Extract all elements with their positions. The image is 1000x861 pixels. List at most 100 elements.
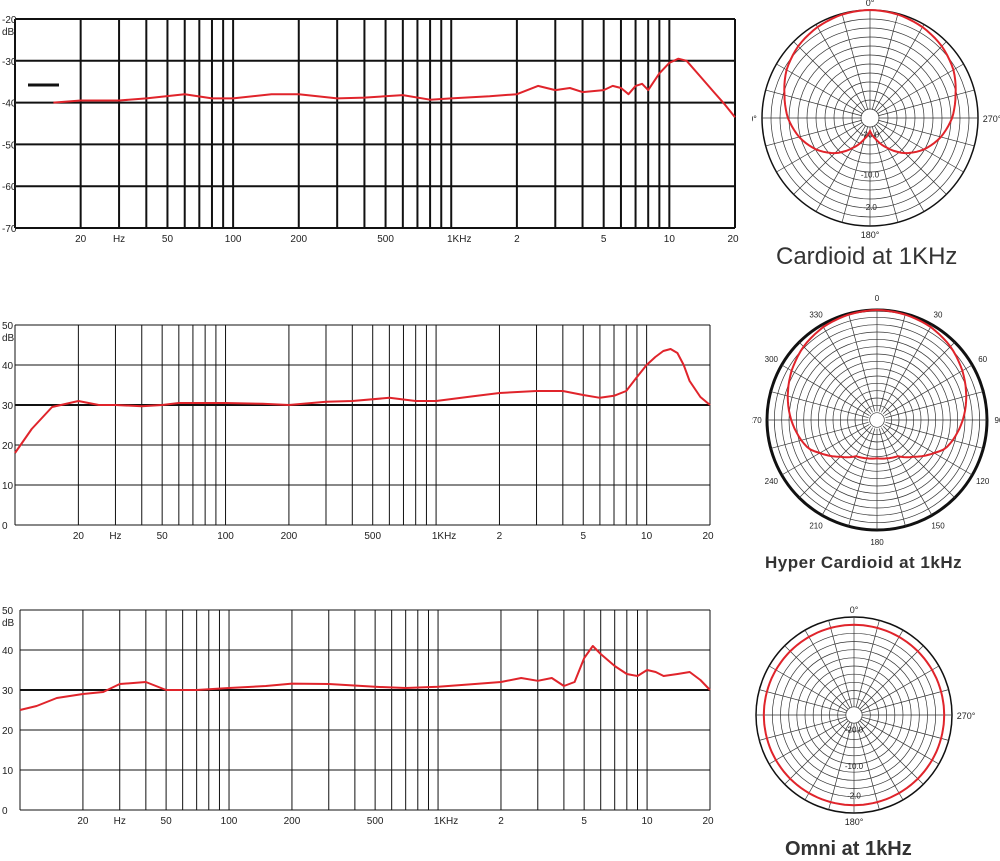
polar-spoke <box>759 689 847 714</box>
caption-omni: Omni at 1kHz <box>785 838 912 860</box>
x-tick-label: 10 <box>664 234 676 245</box>
x-tick-label: 20 <box>77 816 89 827</box>
polar-pattern <box>762 623 946 807</box>
polar-plot-cardioid: 0° 90° 270° 180° -20.0 -10.0 -2.0 <box>752 0 1000 240</box>
y-tick-label: 20 <box>2 726 14 737</box>
polar-spoke <box>784 720 849 785</box>
x-tick-label: 20 <box>73 531 85 542</box>
y-tick-label: -40 <box>2 99 17 110</box>
polar-spoke <box>885 421 984 449</box>
radial-label: -2.0 <box>863 203 877 212</box>
polar-spoke <box>848 313 876 412</box>
angle-label: 180 <box>870 538 884 545</box>
x-tick-label: Hz <box>113 234 125 245</box>
x-tick-label: 1KHz <box>434 816 458 827</box>
polar-spoke <box>874 24 925 111</box>
grid <box>14 324 711 526</box>
polar-spoke <box>781 424 870 476</box>
polar-spoke <box>768 665 848 712</box>
angle-label: 240 <box>765 477 779 486</box>
angle-label: 210 <box>809 522 823 531</box>
polar-spoke <box>841 126 869 223</box>
polar-grid <box>765 308 989 532</box>
x-tick-label: 20 <box>75 234 87 245</box>
y-tick-label: -20 <box>2 15 17 26</box>
polar-spoke <box>877 122 964 173</box>
angle-label: 0° <box>866 0 875 8</box>
y-tick-label: -60 <box>2 182 17 193</box>
y-tick-label: 40 <box>2 361 14 372</box>
polar-pattern <box>786 309 968 460</box>
x-tick-label: 20 <box>702 531 714 542</box>
polar-spoke <box>765 89 862 117</box>
angle-label: 330 <box>809 310 823 319</box>
polar-spoke <box>871 126 899 223</box>
polar-spoke <box>798 425 872 499</box>
polar-spoke <box>878 313 906 412</box>
polar-spoke <box>793 123 865 195</box>
polar-spoke <box>759 716 847 741</box>
polar-spoke <box>770 421 869 449</box>
x-tick-label: 20 <box>702 816 714 827</box>
polar-spoke <box>828 722 853 810</box>
angle-label: 300 <box>765 355 779 364</box>
x-tick-label: 100 <box>217 531 234 542</box>
polar-spoke <box>770 391 869 419</box>
x-tick-label: 100 <box>225 234 242 245</box>
y-unit-label: dB <box>2 333 15 344</box>
polar-spoke <box>815 125 866 212</box>
angle-label: 0 <box>875 295 880 303</box>
polar-spoke <box>821 324 873 413</box>
x-tick-label: 50 <box>161 816 173 827</box>
polar-spoke <box>821 427 873 516</box>
polar-spoke <box>855 722 880 810</box>
polar-spoke <box>884 364 973 416</box>
y-tick-label: 20 <box>2 441 14 452</box>
polar-spoke <box>875 123 947 195</box>
y-tick-label: -70 <box>2 224 17 235</box>
polar-spoke <box>784 645 849 710</box>
grid <box>19 609 711 811</box>
polar-spoke <box>861 689 949 714</box>
y-tick-label: 50 <box>2 321 14 332</box>
x-tick-label: 20 <box>727 234 739 245</box>
x-tick-label: 50 <box>162 234 174 245</box>
x-tick-label: 500 <box>377 234 394 245</box>
radial-label: -20.0 <box>845 726 864 735</box>
response-curve <box>14 348 711 454</box>
grid <box>14 18 736 229</box>
radial-label: -10.0 <box>845 762 864 771</box>
polar-spoke <box>859 645 924 710</box>
x-tick-label: 50 <box>157 531 169 542</box>
x-tick-label: 5 <box>580 531 586 542</box>
polar-spoke <box>828 620 853 708</box>
polar-spoke <box>768 718 848 765</box>
x-tick-label: 200 <box>281 531 298 542</box>
x-tick-label: 2 <box>514 234 520 245</box>
polar-spoke <box>793 41 865 113</box>
y-tick-label: 50 <box>2 606 14 617</box>
y-unit-label: dB <box>2 27 15 38</box>
polar-spoke <box>841 13 869 110</box>
x-tick-label: 1KHz <box>447 234 471 245</box>
polar-spoke <box>859 720 924 785</box>
polar-ring <box>869 412 885 428</box>
y-tick-label: 0 <box>2 521 8 532</box>
angle-label: 90 <box>995 416 1000 425</box>
y-tick-label: -30 <box>2 57 17 68</box>
polar-spoke <box>881 324 933 413</box>
angle-label: 270° <box>983 114 1000 124</box>
angle-label: 60 <box>978 355 987 364</box>
polar-spoke <box>857 721 904 801</box>
polar-pattern <box>783 9 957 155</box>
y-tick-label: 40 <box>2 646 14 657</box>
radial-label: -20.0 <box>861 130 880 139</box>
y-tick-label: -50 <box>2 140 17 151</box>
angle-label: 270 <box>752 416 762 425</box>
x-tick-label: 5 <box>581 816 587 827</box>
polar-spoke <box>882 425 956 499</box>
polar-spoke <box>848 428 876 527</box>
x-tick-label: 10 <box>641 531 653 542</box>
